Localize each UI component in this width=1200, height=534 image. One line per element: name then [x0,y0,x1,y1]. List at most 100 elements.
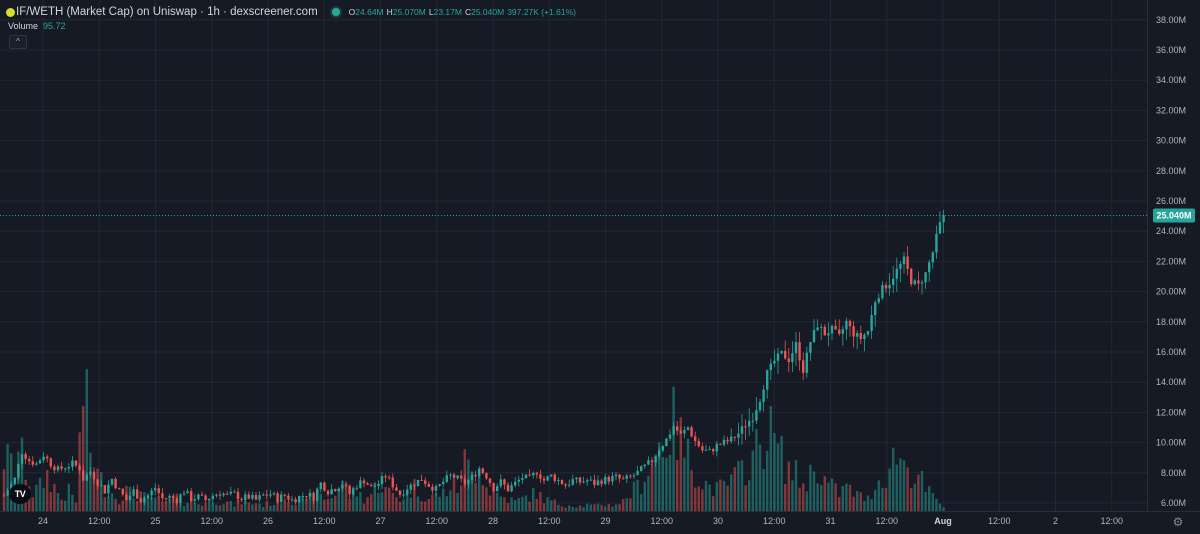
candle-body [730,436,733,442]
time-axis[interactable]: 24 12:00 25 12:00 26 12:00 27 12:00 28 12:00 29 12:… [38,516,1123,526]
volume-bar [305,498,308,511]
candle-body [773,360,776,364]
candle-body [326,490,330,495]
symbol-title[interactable]: IF/WETH (Market Cap) on Uniswap · 1h · d… [16,6,318,18]
volume-bar [215,504,218,511]
volume-bar [287,502,290,511]
candle-body [589,479,592,481]
volume-bar [481,484,484,511]
volume-bar [366,497,369,511]
chevron-up-icon[interactable]: ^ [9,35,27,49]
volume-bar [899,458,902,511]
candle-body [740,426,744,434]
volume-bar [665,457,668,511]
candle-body [712,449,715,452]
volume-bar [780,435,783,511]
candle-body [175,498,178,504]
candle-body [596,480,600,486]
volume-bar [409,497,412,511]
volume-bar [575,507,578,511]
price-tick-label: 22.00M [1156,256,1186,266]
candle-body [208,498,211,501]
candle-body [784,350,787,359]
time-tick-label: 26 [263,516,273,526]
volume-bar [272,504,276,511]
volume-bar [179,503,182,511]
volume-bar [629,498,632,511]
candle-body [816,327,819,331]
volume-bar [164,502,168,511]
candle-body [254,494,258,500]
candle-body [179,494,182,504]
volume-bar [452,479,456,511]
candle-body [823,326,826,336]
candle-body [625,475,628,479]
candle-body [600,480,603,484]
volume-bar [150,497,153,511]
price-tick-label: 18.00M [1156,317,1186,327]
candle-body [305,495,308,497]
volume-bar [661,457,664,511]
volume-bar [204,502,207,511]
volume-bar [931,493,934,511]
candle-body [71,460,74,467]
candle-body [74,460,78,466]
volume-bar [388,487,391,511]
volume-bar [625,498,628,511]
candle-body [110,478,114,485]
candle-body [521,478,524,480]
volume-bar [427,499,430,511]
candle-body [146,495,150,499]
volume-bar [377,492,380,511]
volume-bar [20,437,24,511]
candle-body [107,484,110,494]
candle-body [182,493,186,495]
volume-bar [701,489,704,511]
candle-body [13,477,16,484]
volume-bar [654,454,657,511]
candle-body [805,352,808,373]
volume-bar [604,506,607,511]
volume-bar [690,470,693,511]
volume-bar [658,442,661,511]
volume-bar [802,483,805,511]
candle-body [298,496,301,503]
candle-body [539,474,542,479]
candle-body [373,486,376,488]
candle-body [845,320,848,330]
time-tick-label: 2 [1053,516,1058,526]
candle-body [852,326,855,337]
volume-bar [874,489,877,511]
volume-bar [337,488,340,511]
volume-bar [506,503,510,511]
price-axis[interactable]: 6.00M 8.00M 10.00M 12.00M 14.00M 16.00M 18.00M… [1156,15,1186,508]
candle-body [859,333,862,340]
candle-body [578,477,582,483]
volume-bar [809,464,812,511]
volume-bar [17,451,20,511]
time-tick-label: 31 [825,516,835,526]
candle-body [866,330,870,335]
volume-bar [190,499,193,511]
candle-body [809,342,812,353]
volume-bar [406,489,409,511]
price-tick-label: 8.00M [1161,468,1186,478]
volume-bar [622,498,625,511]
gear-icon[interactable]: ⚙ [1172,515,1184,529]
volume-bar [294,505,297,511]
candle-body [874,302,877,316]
candle-body [197,494,200,500]
volume-bar [456,493,459,511]
tradingview-logo[interactable]: TV [9,484,31,504]
volume-bar [35,484,38,511]
candle-body [686,427,690,430]
volume-bar [244,501,247,511]
volume-bar [157,496,160,511]
volume-bar [877,480,880,511]
volume-bar [679,417,682,511]
candle-body [935,233,938,253]
volume-bar [856,490,859,511]
volume-bar [820,485,823,511]
last-price-badge [1153,208,1195,223]
